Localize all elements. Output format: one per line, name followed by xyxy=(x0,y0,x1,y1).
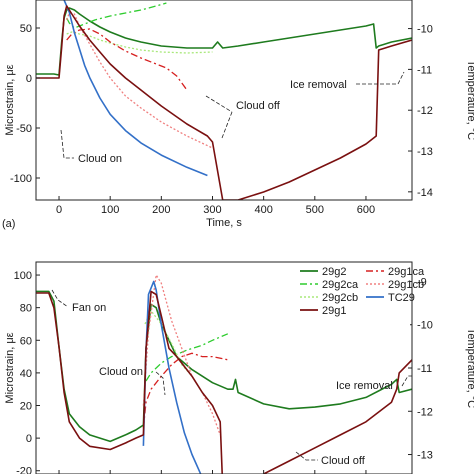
series-line-TC29 xyxy=(142,280,202,474)
annotation-cloud-on: Cloud on xyxy=(99,366,143,378)
x-tick-label-200: 200 xyxy=(152,204,170,216)
y-tick-label--100: -100 xyxy=(10,173,32,185)
annotation-cloud-off: Cloud off xyxy=(321,455,366,467)
y-tick-label--20: -20 xyxy=(16,466,32,474)
x-axis-label: Time, s xyxy=(206,217,242,229)
annotation-ice-removal: Ice removal xyxy=(290,79,347,91)
series-line-29g1cb xyxy=(142,274,221,436)
y2-tick-label--12: -12 xyxy=(417,105,433,117)
y2-tick-label--11: -11 xyxy=(417,363,432,375)
annotation-leader-cloud-on xyxy=(155,371,166,396)
y2-tick-label--13: -13 xyxy=(417,146,433,158)
annotation-leader-ice-removal xyxy=(401,375,412,387)
y-axis-label: Microstrain, με xyxy=(4,64,16,135)
y-tick-label-100: 100 xyxy=(14,270,32,282)
series-line-29g1 xyxy=(36,290,412,474)
y2-tick-label--13: -13 xyxy=(417,450,433,462)
y-tick-label--50: -50 xyxy=(16,123,32,135)
x-tick-label-0: 0 xyxy=(56,204,62,216)
series-line-29g1cb xyxy=(66,12,213,149)
plot-frame xyxy=(35,0,413,201)
plot-area xyxy=(36,274,412,474)
y2-tick-label--12: -12 xyxy=(417,406,433,418)
chart-panel-b: -20 0 20 40 60 80 100 -9 -10 -11 -12 -13 Microstrain… xyxy=(4,261,474,474)
chart-panel-a: -100 -50 0 50 -10 -11 -12 -13 -14 0 100 200 300 400 50… xyxy=(2,0,474,230)
legend-label-29g2cb: 29g2cb xyxy=(322,292,358,304)
legend-label-29g1cb: 29g1cb xyxy=(388,279,424,291)
y2-tick-label--14: -14 xyxy=(417,187,433,199)
y-tick-label-0: 0 xyxy=(26,73,32,85)
x-tick-label-400: 400 xyxy=(254,204,272,216)
legend-background xyxy=(298,264,410,336)
legend-label-TC29: TC29 xyxy=(388,292,415,304)
series-line-29g2 xyxy=(36,7,412,76)
annotation-ice-removal: Ice removal xyxy=(336,380,393,392)
annotation-leader-cloud-off-2 xyxy=(221,111,233,139)
series-line-29g2ca xyxy=(145,333,229,382)
y-tick-label-40: 40 xyxy=(20,368,32,380)
series-line-29g2 xyxy=(36,290,412,443)
series-line-29g1ca xyxy=(142,352,228,429)
y-tick-label-50: 50 xyxy=(20,23,32,35)
x-tick-label-600: 600 xyxy=(357,204,375,216)
legend-label-29g2: 29g2 xyxy=(322,266,346,278)
x-tick-label-500: 500 xyxy=(306,204,324,216)
y-tick-label-60: 60 xyxy=(20,335,32,347)
legend-label-29g1: 29g1 xyxy=(322,305,346,317)
series-line-29g2cb xyxy=(66,31,213,54)
y2-axis-label: Temperature, °C xyxy=(465,328,474,408)
annotation-cloud-on: Cloud on xyxy=(78,153,122,165)
legend: 29g2 29g1ca 29g2ca 29g1cb 29g2cb TC29 29g1 xyxy=(298,264,425,336)
y2-tick-label--10: -10 xyxy=(417,24,433,36)
annotation-leader-cloud-on xyxy=(60,129,74,159)
series-line-29g1ca xyxy=(66,28,188,91)
y-axis-label: Microstrain, με xyxy=(4,332,16,403)
y-tick-label-0: 0 xyxy=(26,433,32,445)
legend-label-29g2ca: 29g2ca xyxy=(322,279,359,291)
y-tick-label-80: 80 xyxy=(20,303,32,315)
legend-label-29g1ca: 29g1ca xyxy=(388,266,425,278)
annotation-leader-fan-on xyxy=(51,289,69,308)
annotation-cloud-off: Cloud off xyxy=(236,100,281,112)
x-tick-label-100: 100 xyxy=(101,204,119,216)
annotation-leader-ice-removal xyxy=(356,71,405,85)
annotation-leader-cloud-off xyxy=(295,451,318,461)
y2-tick-label--11: -11 xyxy=(417,64,432,76)
y2-tick-label--9: -9 xyxy=(417,276,427,288)
annotation-fan-on: Fan on xyxy=(72,302,106,314)
annotation-leader-cloud-off-1 xyxy=(205,95,233,113)
series-line-TC29 xyxy=(63,0,208,177)
y-tick-label-20: 20 xyxy=(20,401,32,413)
x-tick-label-300: 300 xyxy=(203,204,221,216)
y2-axis-label: Temperature, °C xyxy=(465,60,474,140)
panel-label: (a) xyxy=(2,218,15,230)
series-line-29g1 xyxy=(36,5,412,200)
plot-area xyxy=(36,0,412,200)
y2-tick-label--10: -10 xyxy=(417,320,433,332)
